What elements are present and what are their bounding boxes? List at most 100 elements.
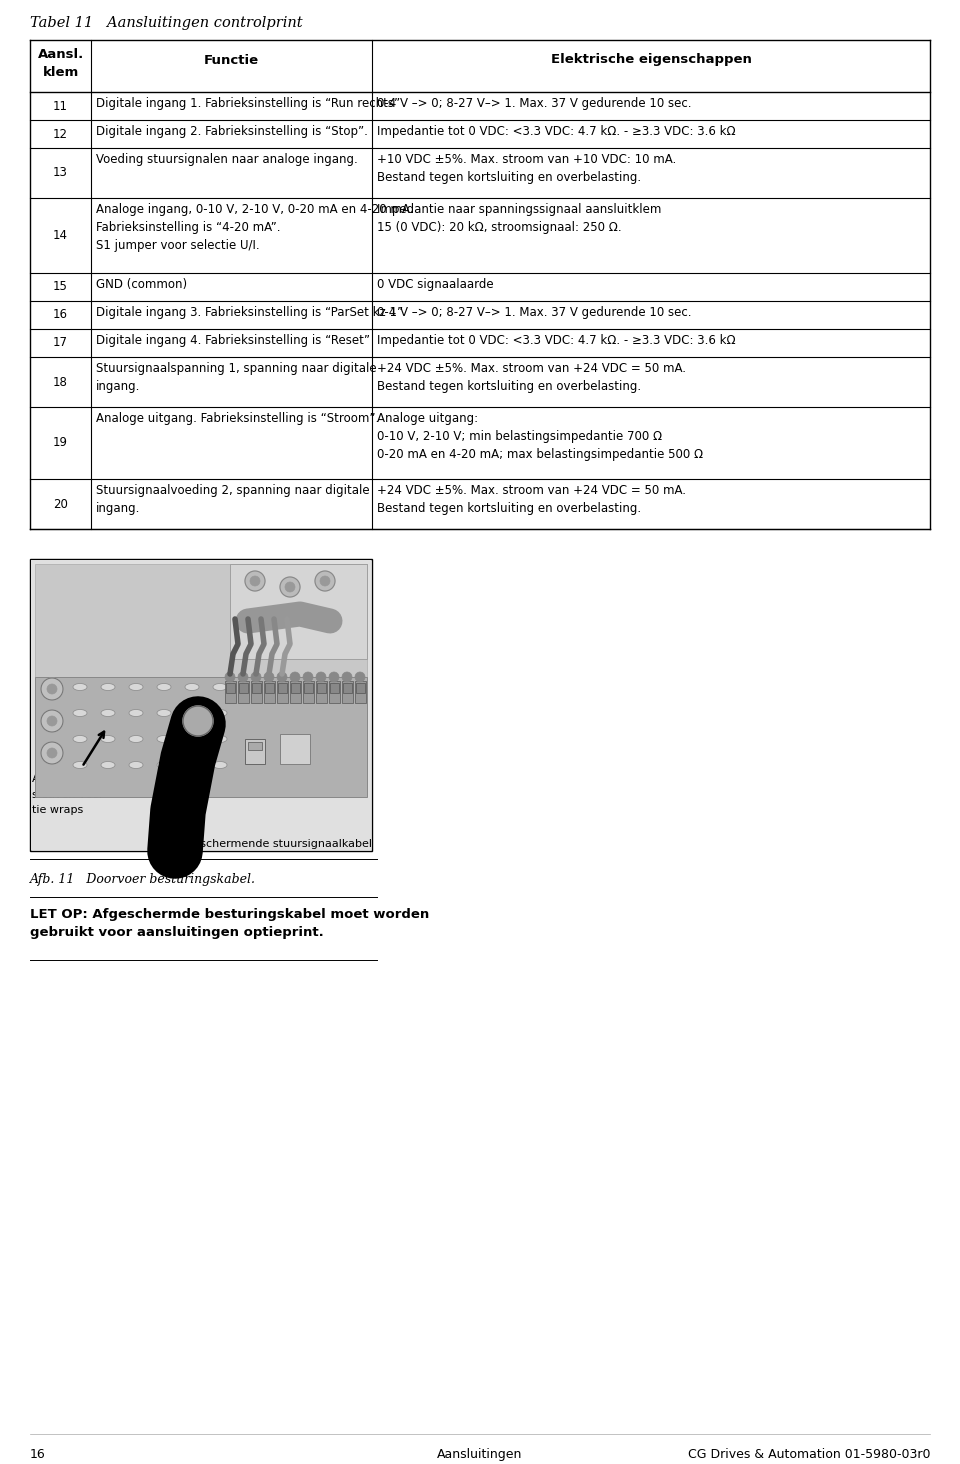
Circle shape	[290, 672, 300, 682]
Bar	[291, 684, 300, 692]
Text: 12: 12	[53, 127, 68, 141]
Ellipse shape	[101, 684, 115, 691]
Bar	[304, 684, 313, 692]
Bar	[330, 684, 339, 692]
Text: 16: 16	[30, 1448, 46, 1461]
Circle shape	[280, 577, 300, 597]
Circle shape	[41, 710, 63, 732]
Text: Digitale ingang 3. Fabrieksinstelling is “ParSet kz 1”: Digitale ingang 3. Fabrieksinstelling is…	[96, 306, 403, 319]
Text: 0-4 V –> 0; 8-27 V–> 1. Max. 37 V gedurende 10 sec.: 0-4 V –> 0; 8-27 V–> 1. Max. 37 V gedure…	[377, 97, 691, 110]
Text: Stuursignaalspanning 1, spanning naar digitale
ingang.: Stuursignaalspanning 1, spanning naar di…	[96, 362, 377, 392]
Bar	[251, 681, 262, 703]
Text: Impedantie naar spanningssignaal aansluitklem
15 (0 VDC): 20 kΩ, stroomsignaal: : Impedantie naar spanningssignaal aanslui…	[377, 203, 661, 234]
Text: Afb. 11   Doorvoer besturingskabel.: Afb. 11 Doorvoer besturingskabel.	[30, 873, 256, 886]
Circle shape	[303, 672, 313, 682]
Text: 0 VDC signaalaarde: 0 VDC signaalaarde	[377, 278, 493, 291]
Bar	[225, 681, 236, 703]
Ellipse shape	[73, 710, 87, 716]
Text: 14: 14	[53, 228, 68, 242]
Bar	[280, 733, 310, 764]
Text: Analoge uitgang:
0-10 V, 2-10 V; min belastingsimpedantie 700 Ω
0-20 mA en 4-20 : Analoge uitgang: 0-10 V, 2-10 V; min bel…	[377, 411, 703, 461]
Circle shape	[47, 684, 57, 694]
Text: Analoge uitgang. Fabrieksinstelling is “Stroom”.: Analoge uitgang. Fabrieksinstelling is “…	[96, 411, 379, 425]
Circle shape	[320, 575, 330, 586]
Bar	[226, 684, 235, 692]
Text: Afgeschermende stuursignaalkabel: Afgeschermende stuursignaalkabel	[175, 839, 372, 849]
Ellipse shape	[157, 710, 171, 716]
Ellipse shape	[213, 735, 227, 742]
Bar	[329, 681, 340, 703]
Bar	[317, 684, 326, 692]
Text: 19: 19	[53, 436, 68, 449]
Ellipse shape	[73, 684, 87, 691]
Bar	[264, 681, 275, 703]
Bar	[238, 681, 249, 703]
Bar	[239, 684, 248, 692]
Text: +24 VDC ±5%. Max. stroom van +24 VDC = 50 mA.
Bestand tegen kortsluiting en over: +24 VDC ±5%. Max. stroom van +24 VDC = 5…	[377, 362, 686, 392]
Text: CG Drives & Automation 01-5980-03r0: CG Drives & Automation 01-5980-03r0	[687, 1448, 930, 1461]
Text: Voeding stuursignalen naar analoge ingang.: Voeding stuursignalen naar analoge ingan…	[96, 154, 358, 165]
Text: +10 VDC ±5%. Max. stroom van +10 VDC: 10 mA.
Bestand tegen kortsluiting en overb: +10 VDC ±5%. Max. stroom van +10 VDC: 10…	[377, 154, 676, 184]
Ellipse shape	[157, 761, 171, 769]
Circle shape	[238, 672, 248, 682]
Bar	[30, 559, 372, 851]
Text: Digitale ingang 2. Fabrieksinstelling is “Stop”.: Digitale ingang 2. Fabrieksinstelling is…	[96, 124, 368, 138]
Ellipse shape	[157, 735, 171, 742]
Text: Tabel 11   Aansluitingen controlprint: Tabel 11 Aansluitingen controlprint	[30, 16, 302, 29]
Ellipse shape	[101, 761, 115, 769]
Text: Digitale ingang 4. Fabrieksinstelling is “Reset”: Digitale ingang 4. Fabrieksinstelling is…	[96, 334, 371, 347]
Bar	[343, 684, 352, 692]
Circle shape	[250, 575, 260, 586]
Circle shape	[355, 672, 365, 682]
Text: Impedantie tot 0 VDC: <3.3 VDC: 4.7 kΩ. - ≥3.3 VDC: 3.6 kΩ: Impedantie tot 0 VDC: <3.3 VDC: 4.7 kΩ. …	[377, 124, 735, 138]
Text: +24 VDC ±5%. Max. stroom van +24 VDC = 50 mA.
Bestand tegen kortsluiting en over: +24 VDC ±5%. Max. stroom van +24 VDC = 5…	[377, 485, 686, 515]
Text: Aansluitingen: Aansluitingen	[438, 1448, 522, 1461]
Ellipse shape	[185, 684, 199, 691]
Bar	[290, 681, 301, 703]
Circle shape	[315, 571, 335, 591]
Bar	[265, 684, 274, 692]
Ellipse shape	[129, 684, 143, 691]
Circle shape	[251, 672, 261, 682]
Circle shape	[245, 571, 265, 591]
Text: 11: 11	[53, 100, 68, 113]
Ellipse shape	[73, 735, 87, 742]
Bar	[356, 684, 365, 692]
Text: Aansl.
klem: Aansl. klem	[37, 48, 84, 79]
Text: Impedantie tot 0 VDC: <3.3 VDC: 4.7 kΩ. - ≥3.3 VDC: 3.6 kΩ: Impedantie tot 0 VDC: <3.3 VDC: 4.7 kΩ. …	[377, 334, 735, 347]
Text: Digitale ingang 1. Fabrieksinstelling is “Run rechts”: Digitale ingang 1. Fabrieksinstelling is…	[96, 97, 400, 110]
Text: 17: 17	[53, 337, 68, 350]
Text: 13: 13	[53, 167, 68, 180]
Bar	[31, 561, 371, 851]
Bar	[252, 684, 261, 692]
Circle shape	[41, 678, 63, 700]
Text: 20: 20	[53, 498, 68, 511]
Ellipse shape	[213, 684, 227, 691]
Text: Aardingsklem met
sleuven voor
tie wraps: Aardingsklem met sleuven voor tie wraps	[32, 774, 134, 815]
Ellipse shape	[213, 710, 227, 716]
Circle shape	[41, 742, 63, 764]
Bar	[342, 681, 353, 703]
Text: LET OP: Afgeschermde besturingskabel moet worden
gebruikt voor aansluitingen opt: LET OP: Afgeschermde besturingskabel moe…	[30, 908, 429, 938]
Circle shape	[329, 672, 339, 682]
Circle shape	[225, 672, 235, 682]
Circle shape	[277, 672, 287, 682]
Bar	[316, 681, 327, 703]
Ellipse shape	[185, 735, 199, 742]
Text: 0-4 V –> 0; 8-27 V–> 1. Max. 37 V gedurende 10 sec.: 0-4 V –> 0; 8-27 V–> 1. Max. 37 V gedure…	[377, 306, 691, 319]
Text: 15: 15	[53, 281, 68, 293]
Bar	[355, 681, 366, 703]
Circle shape	[47, 716, 57, 726]
Ellipse shape	[185, 761, 199, 769]
Text: 16: 16	[53, 309, 68, 322]
Ellipse shape	[129, 761, 143, 769]
Text: GND (common): GND (common)	[96, 278, 187, 291]
Ellipse shape	[73, 761, 87, 769]
Bar	[35, 564, 367, 679]
Ellipse shape	[213, 761, 227, 769]
Ellipse shape	[129, 735, 143, 742]
Circle shape	[316, 672, 326, 682]
Text: Stuursignaalvoeding 2, spanning naar digitale
ingang.: Stuursignaalvoeding 2, spanning naar dig…	[96, 485, 370, 515]
Text: Elektrische eigenschappen: Elektrische eigenschappen	[551, 54, 752, 66]
Circle shape	[264, 672, 274, 682]
